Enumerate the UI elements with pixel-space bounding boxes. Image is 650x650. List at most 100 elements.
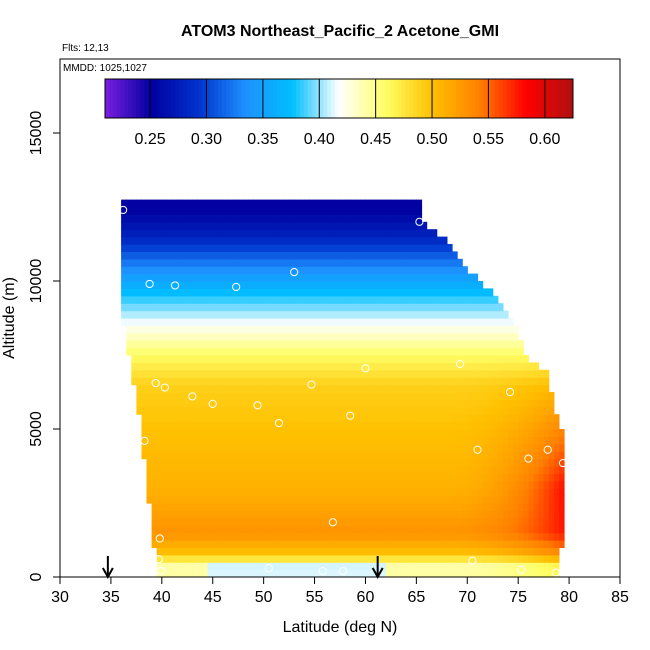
heatmap-cell xyxy=(406,495,412,504)
heatmap-cell xyxy=(533,466,540,474)
heatmap-cell xyxy=(436,414,443,423)
heatmap-cell xyxy=(172,221,178,230)
heatmap-cell xyxy=(289,244,295,252)
heatmap-cell xyxy=(487,421,494,430)
heatmap-cell xyxy=(289,473,295,482)
heatmap-cell xyxy=(528,458,535,467)
heatmap-cell xyxy=(233,362,239,371)
heatmap-cell xyxy=(217,199,224,208)
heatmap-cell xyxy=(340,532,346,541)
heatmap-cell xyxy=(212,399,219,408)
heatmap-cell xyxy=(355,221,361,230)
heatmap-cell xyxy=(136,369,143,378)
heatmap-cell xyxy=(528,532,535,541)
heatmap-cell xyxy=(304,318,311,326)
heatmap-cell xyxy=(172,384,178,393)
heatmap-cell xyxy=(355,547,361,556)
heatmap-cell xyxy=(207,495,214,504)
heatmap-cell xyxy=(182,281,188,289)
heatmap-cell xyxy=(258,458,265,467)
heatmap-cell xyxy=(146,295,153,304)
heatmap-cell xyxy=(141,325,148,334)
heatmap-cell xyxy=(385,525,392,534)
heatmap-cell xyxy=(416,436,423,445)
heatmap-cell xyxy=(294,325,300,334)
heatmap-cell xyxy=(446,369,453,378)
heatmap-cell xyxy=(319,421,326,430)
heatmap-cell xyxy=(309,503,316,511)
heatmap-cell xyxy=(197,421,204,430)
heatmap-cell xyxy=(324,466,331,474)
heatmap-cell xyxy=(233,207,239,215)
heatmap-cell xyxy=(151,214,158,223)
colorbar-segment xyxy=(331,79,336,118)
heatmap-cell xyxy=(441,318,448,326)
heatmap-cell xyxy=(151,377,158,386)
heatmap-cell xyxy=(385,406,392,415)
heatmap-cell xyxy=(263,429,270,437)
heatmap-cell xyxy=(207,199,214,208)
heatmap-cell xyxy=(390,303,397,312)
heatmap-cell xyxy=(518,547,524,556)
heatmap-cell xyxy=(187,525,193,534)
heatmap-cell xyxy=(146,318,153,326)
heatmap-cell xyxy=(197,318,204,326)
heatmap-cell xyxy=(217,414,224,423)
heatmap-cell xyxy=(467,547,473,556)
sample-point xyxy=(361,364,370,373)
heatmap-cell xyxy=(212,362,219,371)
heatmap-cell xyxy=(121,281,127,289)
heatmap-cell xyxy=(253,251,260,260)
heatmap-cell xyxy=(166,295,173,304)
heatmap-cell xyxy=(228,488,234,497)
heatmap-cell xyxy=(314,258,321,267)
heatmap-cell xyxy=(268,347,275,356)
heatmap-cell xyxy=(212,392,219,400)
heatmap-cell xyxy=(131,207,137,215)
heatmap-cell xyxy=(482,340,489,349)
heatmap-cell xyxy=(156,303,163,312)
heatmap-cell xyxy=(166,458,173,467)
heatmap-cell xyxy=(355,251,361,260)
heatmap-cell xyxy=(508,414,514,423)
heatmap-cell xyxy=(533,458,540,467)
heatmap-cell xyxy=(390,532,397,541)
heatmap-cell xyxy=(248,199,255,208)
heatmap-cell xyxy=(380,214,387,223)
heatmap-cell xyxy=(350,236,356,245)
heatmap-cell xyxy=(192,525,199,534)
heatmap-cell xyxy=(416,318,423,326)
heatmap-cell xyxy=(523,525,529,534)
heatmap-cell xyxy=(355,525,361,534)
heatmap-cell xyxy=(457,266,463,275)
heatmap-cell xyxy=(502,473,509,482)
heatmap-cell xyxy=(518,517,524,526)
heatmap-cell xyxy=(172,547,178,556)
heatmap-cell xyxy=(360,473,367,482)
heatmap-cell xyxy=(268,258,275,267)
heatmap-cell xyxy=(411,221,417,230)
heatmap-cell xyxy=(207,569,214,578)
heatmap-cell xyxy=(472,273,479,282)
heatmap-cell xyxy=(360,207,367,215)
heatmap-cell xyxy=(243,525,249,534)
heatmap-cell xyxy=(284,525,290,534)
heatmap-cell xyxy=(278,347,285,356)
heatmap-cell xyxy=(329,325,336,334)
heatmap-cell xyxy=(370,525,377,534)
heatmap-cell xyxy=(202,384,209,393)
heatmap-cell xyxy=(411,547,417,556)
heatmap-cell xyxy=(141,392,148,400)
heatmap-cell xyxy=(289,466,295,474)
heatmap-cell xyxy=(508,458,514,467)
heatmap-cell xyxy=(324,318,331,326)
heatmap-cell xyxy=(284,436,290,445)
heatmap-cell xyxy=(161,244,168,252)
heatmap-cell xyxy=(273,355,280,363)
heatmap-cell xyxy=(350,355,356,363)
heatmap-cell xyxy=(248,384,255,393)
heatmap-cell xyxy=(436,273,443,282)
x-tick-label: 45 xyxy=(204,589,222,606)
heatmap-cell xyxy=(487,310,494,319)
heatmap-cell xyxy=(513,406,519,415)
